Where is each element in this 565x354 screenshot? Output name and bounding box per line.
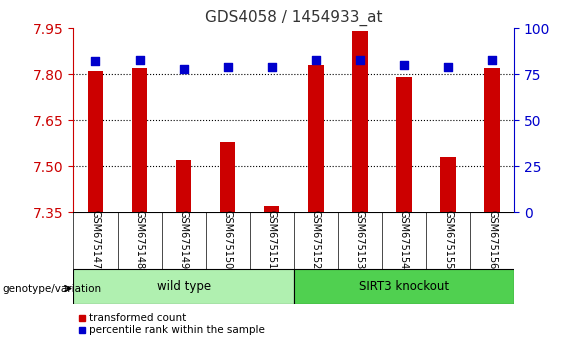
Text: GSM675152: GSM675152 (311, 210, 321, 269)
Text: SIRT3 knockout: SIRT3 knockout (359, 280, 449, 293)
Point (444, 64, 453, 70)
Point (223, 64, 232, 70)
Point (399, 62, 408, 68)
Bar (294, 269, 514, 304)
Text: GSM675150: GSM675150 (223, 210, 233, 269)
Bar (484, 68, 500, 212)
Point (355, 57, 364, 62)
Point (135, 57, 144, 62)
Title: GDS4058 / 1454933_at: GDS4058 / 1454933_at (205, 9, 383, 25)
Text: GSM675156: GSM675156 (487, 210, 497, 269)
Text: genotype/variation: genotype/variation (3, 284, 102, 293)
Point (267, 64, 276, 70)
Bar (132, 68, 147, 212)
Legend: transformed count, percentile rank within the sample: transformed count, percentile rank withi… (79, 313, 265, 335)
Text: GSM675155: GSM675155 (443, 210, 453, 269)
Text: GSM675148: GSM675148 (134, 210, 145, 269)
Point (179, 66, 188, 72)
Point (311, 57, 320, 62)
Text: GSM675151: GSM675151 (267, 210, 277, 269)
Point (488, 57, 497, 62)
Bar (352, 32, 368, 212)
Bar (73, 269, 294, 304)
Text: GSM675154: GSM675154 (399, 210, 409, 269)
Text: GSM675147: GSM675147 (90, 210, 101, 269)
Bar (88, 71, 103, 212)
Text: GSM675149: GSM675149 (179, 210, 189, 269)
Bar (220, 142, 236, 212)
Bar (440, 157, 456, 212)
Bar (396, 78, 412, 212)
Bar (176, 160, 192, 212)
Bar (264, 206, 280, 212)
Text: GSM675153: GSM675153 (355, 210, 365, 269)
Point (91, 59, 100, 64)
Text: wild type: wild type (157, 280, 211, 293)
Bar (308, 65, 324, 212)
